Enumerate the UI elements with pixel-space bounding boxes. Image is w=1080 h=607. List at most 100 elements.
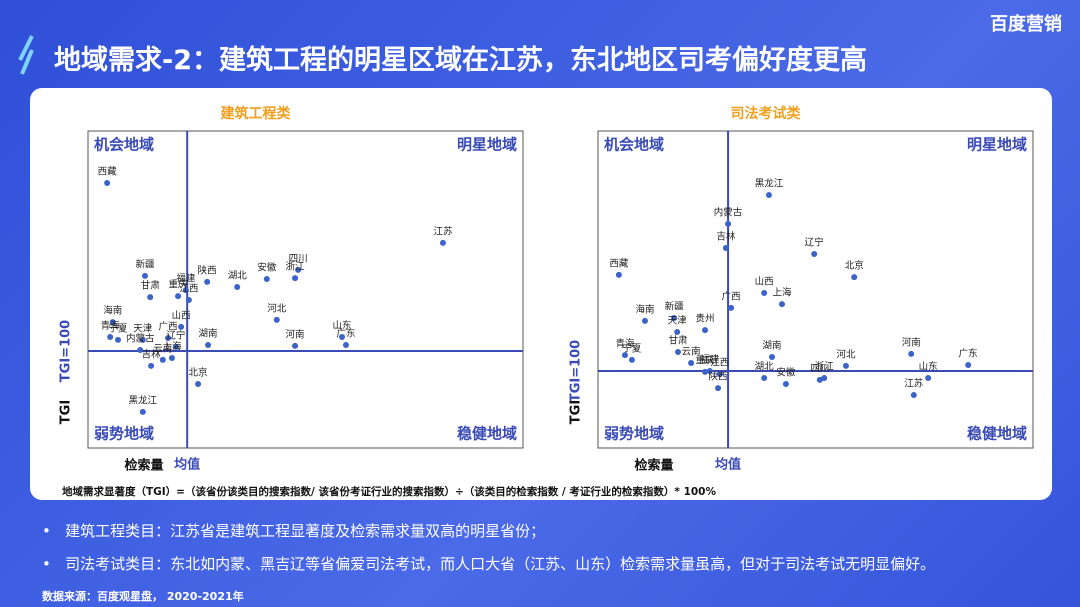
point (706, 367, 713, 374)
point (674, 328, 681, 335)
point (178, 323, 185, 330)
point (165, 335, 172, 342)
point (621, 352, 628, 359)
point-label: 江苏 (904, 378, 924, 390)
point (725, 220, 732, 227)
y-axis-label: TGI (569, 400, 584, 424)
point (842, 362, 849, 369)
point-label: 陕西 (709, 371, 728, 383)
point-label: 新疆 (665, 301, 685, 313)
point-label: 浙江 (286, 261, 306, 273)
point-label: 云南 (153, 342, 172, 354)
bullets: • 建筑工程类目：江苏省是建筑工程显著度及检索需求量双高的明星省份； • 司法考试… (42, 520, 935, 586)
point (139, 336, 146, 343)
point (109, 319, 116, 326)
formula: 地域需求显著度（TGI）=（该省份该类目的搜索指数/ 该省份考证行业的搜索指数）… (62, 485, 716, 498)
point-label: 江苏 (433, 225, 453, 237)
point (641, 317, 648, 324)
point (965, 361, 972, 368)
point-label: 福建 (700, 353, 720, 365)
point (761, 374, 768, 381)
point (908, 350, 915, 357)
chart-title: 建筑工程类 (221, 105, 292, 122)
point-label: 湖北 (755, 361, 775, 372)
point-label: 上海 (162, 340, 182, 352)
point (688, 360, 695, 367)
point (141, 272, 148, 279)
point (175, 293, 182, 300)
point (234, 283, 241, 290)
point-label: 海南 (103, 305, 122, 317)
point-label: 海南 (635, 303, 654, 315)
point-label: 山东 (333, 320, 352, 332)
point-label: 西藏 (98, 165, 118, 177)
point (671, 315, 678, 322)
point-label: 湖南 (762, 340, 781, 352)
point-label: 甘肃 (669, 334, 688, 346)
point-label: 山东 (919, 360, 938, 372)
quadrant-label: 弱势地域 (94, 425, 154, 443)
point (104, 179, 111, 186)
point-label: 四川 (810, 363, 829, 374)
y-ref-label: TGI=100 (569, 340, 584, 402)
point-label: 安徽 (257, 262, 277, 274)
point-label: 广东 (959, 347, 978, 359)
point (779, 301, 786, 308)
x-ref-label: 均值 (174, 457, 200, 473)
point-label: 北京 (845, 260, 864, 272)
point (292, 275, 299, 282)
point (137, 347, 144, 354)
point-label: 天津 (133, 323, 153, 334)
x-axis-label: 检索量 (634, 458, 673, 474)
y-axis-label: TGI (59, 400, 74, 424)
point-label: 吉林 (142, 348, 162, 360)
panel (30, 88, 1052, 500)
point-label: 西藏 (609, 257, 629, 269)
point (172, 343, 179, 350)
point (195, 380, 202, 387)
point-label: 河南 (902, 336, 921, 348)
point-label: 黑龙江 (129, 394, 158, 406)
point (702, 327, 709, 334)
point (761, 289, 768, 296)
point (925, 374, 932, 381)
point (204, 278, 211, 285)
point (722, 244, 729, 251)
point (851, 274, 858, 281)
point-label: 重庆 (169, 279, 189, 291)
point-label: 广西 (159, 321, 178, 333)
quadrant-label: 稳健地域 (967, 425, 1027, 443)
point-label: 广西 (722, 290, 741, 302)
point-label: 贵州 (696, 313, 715, 325)
point (148, 362, 155, 369)
point-label: 福建 (176, 273, 196, 285)
point-label: 内蒙古 (714, 206, 743, 218)
point-label: 新疆 (135, 258, 155, 270)
point (765, 192, 772, 199)
point-label: 青海 (101, 320, 121, 332)
quadrant-label: 明星地域 (967, 136, 1027, 154)
bullet: • 建筑工程类目：江苏省是建筑工程显著度及检索需求量双高的明星省份； (42, 522, 546, 540)
y-ref-label: TGI=100 (59, 320, 74, 382)
point (342, 341, 349, 348)
point-label: 辽宁 (166, 329, 185, 341)
point-label: 湖北 (228, 270, 248, 281)
point (182, 287, 189, 294)
point (675, 348, 682, 355)
point-label: 宁夏 (622, 342, 642, 354)
point-label: 河北 (267, 302, 287, 314)
plot-frame (87, 130, 524, 449)
point-label: 内蒙古 (126, 333, 155, 345)
point-label: 江西 (179, 283, 198, 294)
point-label: 四川 (289, 253, 308, 264)
point (715, 385, 722, 392)
point-label: 陕西 (198, 264, 217, 276)
point-label: 重庆 (696, 354, 716, 366)
quadrant-label: 弱势地域 (604, 425, 664, 443)
point (147, 294, 154, 301)
decor (18, 35, 34, 75)
slide-title: 地域需求-2：建筑工程的明星区域在江苏，东北地区司考偏好度更高 (54, 45, 867, 76)
point (782, 380, 789, 387)
